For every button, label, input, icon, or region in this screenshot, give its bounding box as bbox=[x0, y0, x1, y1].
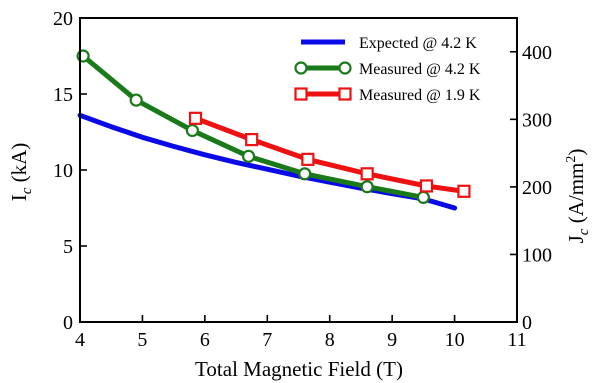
legend-marker bbox=[294, 61, 308, 75]
x-tick-label: 11 bbox=[507, 329, 526, 351]
y-right-tick-label: 100 bbox=[522, 244, 552, 266]
y-right-label-unit-open: (A/mm bbox=[564, 163, 588, 229]
x-tick-label: 4 bbox=[75, 329, 85, 351]
y-left-tick-label: 15 bbox=[53, 84, 73, 106]
data-point bbox=[360, 167, 374, 181]
data-point bbox=[188, 111, 203, 125]
x-tick-label: 5 bbox=[137, 329, 147, 351]
y-left-tick-label: 20 bbox=[53, 8, 73, 30]
x-tick-label: 9 bbox=[387, 329, 397, 351]
y-left-tick-label: 10 bbox=[53, 160, 73, 182]
y-left-label-unit: (kA) bbox=[7, 143, 31, 188]
x-tick-label: 7 bbox=[262, 329, 272, 351]
data-point bbox=[360, 180, 374, 194]
data-point bbox=[419, 179, 434, 193]
legend-item-0: Expected @ 4.2 K bbox=[301, 35, 477, 52]
y-right-tick-label: 300 bbox=[522, 109, 552, 131]
y-right-tick-label: 200 bbox=[522, 177, 552, 199]
legend-label: Measured @ 1.9 K bbox=[359, 87, 481, 104]
legend: Expected @ 4.2 K Measured @ 4.2 K Measured… bbox=[294, 35, 481, 104]
plot-area bbox=[76, 49, 471, 211]
x-axis-label: Total Magnetic Field (T) bbox=[195, 357, 403, 381]
data-point bbox=[298, 167, 312, 181]
y-right-tick-label: 400 bbox=[522, 42, 552, 64]
legend-label: Expected @ 4.2 K bbox=[359, 35, 477, 52]
data-point bbox=[241, 149, 256, 163]
legend-marker bbox=[338, 61, 352, 75]
data-point bbox=[457, 184, 471, 198]
legend-marker bbox=[338, 87, 352, 101]
y-axis-left-label: Ic (kA) bbox=[7, 143, 35, 202]
data-point bbox=[185, 123, 199, 138]
y-axis-right-label: Jc (A/mm2) bbox=[564, 149, 592, 244]
y-right-label-main: J bbox=[564, 235, 588, 243]
y-right-tick-label: 0 bbox=[522, 312, 532, 334]
x-tick-label: 6 bbox=[200, 329, 210, 351]
legend-marker bbox=[294, 87, 308, 101]
y-left-label-sub: c bbox=[19, 187, 35, 194]
x-tick-label: 8 bbox=[325, 329, 335, 351]
series-1 bbox=[76, 49, 430, 204]
y-left-tick-label: 5 bbox=[63, 236, 73, 258]
data-point bbox=[301, 152, 315, 166]
legend-item-2: Measured @ 1.9 K bbox=[294, 87, 481, 104]
y-left-label-main: I bbox=[7, 194, 31, 201]
series-2 bbox=[188, 111, 471, 198]
data-point bbox=[416, 190, 430, 204]
y-right-label-sup: 2 bbox=[564, 156, 579, 163]
legend-item-1: Measured @ 4.2 K bbox=[294, 61, 481, 78]
data-point bbox=[129, 93, 143, 107]
legend-label: Measured @ 4.2 K bbox=[359, 61, 481, 78]
data-point bbox=[245, 133, 259, 147]
y-right-label-unit-close: ) bbox=[564, 149, 588, 156]
y-right-label-sub: c bbox=[576, 228, 592, 235]
y-left-tick-label: 0 bbox=[63, 312, 73, 334]
x-tick-label: 10 bbox=[445, 329, 465, 351]
